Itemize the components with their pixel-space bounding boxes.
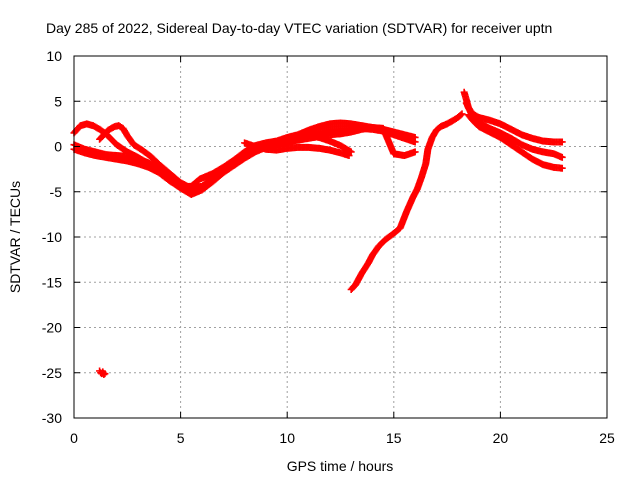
data-point <box>100 371 108 379</box>
y-tick-label: 5 <box>54 93 62 109</box>
data-point <box>347 148 355 156</box>
data-point <box>101 370 109 378</box>
y-tick-label: 0 <box>54 139 62 155</box>
x-tick-labels: 0 5 10 15 20 25 <box>70 430 615 446</box>
x-tick-label: 10 <box>279 430 295 446</box>
data-point <box>345 152 353 160</box>
y-tick-labels: -30 -25 -20 -15 -10 -5 0 5 10 <box>42 48 62 426</box>
data-point <box>457 111 465 119</box>
data-point <box>558 164 566 172</box>
y-tick-label: -30 <box>42 410 62 426</box>
y-tick-label: -25 <box>42 365 62 381</box>
y-tick-label: -15 <box>42 274 62 290</box>
x-axis-label: GPS time / hours <box>287 458 394 474</box>
data-point <box>558 138 566 146</box>
data-points <box>70 88 566 379</box>
data-point <box>458 110 466 118</box>
y-axis-label: SDTVAR / TECUs <box>7 181 23 293</box>
y-tick-label: -10 <box>42 229 62 245</box>
x-tick-label: 0 <box>70 430 78 446</box>
grid-lines <box>74 56 607 418</box>
data-point <box>558 153 566 161</box>
x-tick-label: 5 <box>177 430 185 446</box>
y-tick-label: -20 <box>42 320 62 336</box>
y-tick-label: -5 <box>50 184 63 200</box>
data-point <box>411 138 419 146</box>
x-tick-label: 25 <box>599 430 615 446</box>
y-tick-label: 10 <box>46 48 62 64</box>
data-point <box>411 148 419 156</box>
chart-title: Day 285 of 2022, Sidereal Day-to-day VTE… <box>46 20 552 36</box>
x-tick-label: 20 <box>493 430 509 446</box>
axis-ticks <box>73 55 608 419</box>
x-tick-label: 15 <box>386 430 402 446</box>
